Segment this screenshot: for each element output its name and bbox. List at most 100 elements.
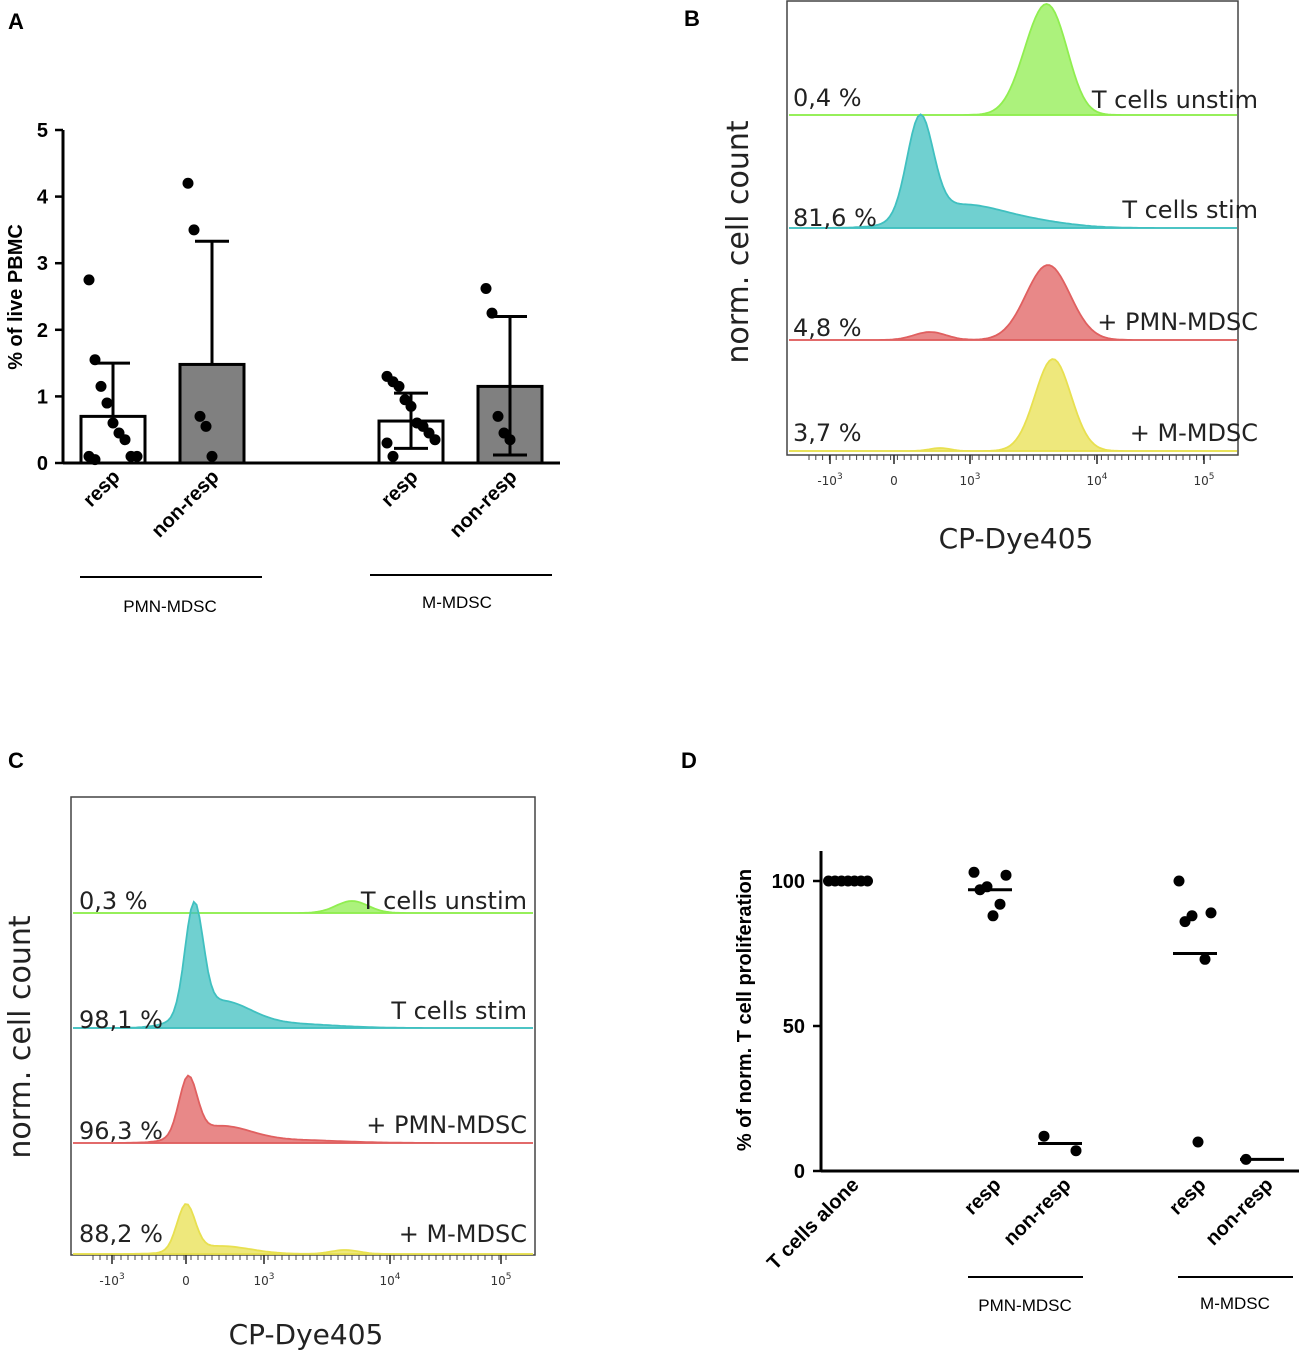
panel-c-tick-exponent: 4 (395, 1272, 401, 1282)
panel-a-point (200, 420, 212, 432)
panel-label-d: D (681, 748, 697, 773)
panel-b-tick-label: 103 (959, 472, 980, 488)
panel-d-ytick-label: 0 (794, 1161, 805, 1183)
panel-d-ytick-label: 100 (772, 871, 805, 893)
panel-b-percent: 81,6 % (793, 204, 877, 232)
panel-d-category-label: resp (960, 1174, 1005, 1219)
panel-d-point (1038, 1130, 1050, 1142)
panel-d-points (823, 866, 1284, 1165)
panel-label-a: A (8, 9, 24, 34)
panel-d-point (1070, 1145, 1082, 1157)
panel-a-point (486, 307, 498, 319)
panel-c-track-name: T cells unstim (360, 887, 527, 915)
panel-a-point (188, 224, 200, 236)
panel-a-point (95, 380, 107, 392)
panel-b-track-name: T cells stim (1121, 196, 1258, 224)
panel-d-point (1199, 953, 1211, 965)
panel-d-point (968, 866, 980, 878)
panel-b-tick-exponent: 4 (1102, 472, 1108, 482)
panel-d-point (1205, 907, 1217, 919)
panel-a-category-label: non-resp (147, 466, 223, 542)
panel-d-category-label: non-resp (999, 1174, 1075, 1250)
panel-c-tick-label: 103 (253, 1272, 274, 1288)
panel-d-group-label-m: M-MDSC (1200, 1294, 1270, 1313)
panel-c-xlabel: CP-Dye405 (229, 1318, 384, 1351)
panel-a-category-label: resp (377, 466, 422, 511)
panel-a-point (405, 400, 417, 412)
panel-a-ytick-label: 4 (37, 187, 49, 209)
panel-a-point (119, 434, 131, 446)
panel-d-point (1179, 916, 1191, 928)
panel-a-point (393, 380, 405, 392)
panel-b-track-name: + M-MDSC (1130, 419, 1258, 447)
panel-b-percent: 0,4 % (793, 84, 862, 112)
panel-b-flow-histograms: norm. cell count 0,4 % T cells unstim 81,6… (721, 0, 1258, 555)
panel-c-tracks: 0,3 % T cells unstim 98,1 % T cells stim 96,… (73, 887, 533, 1255)
panel-b-track-name: + PMN-MDSC (1097, 308, 1258, 336)
panel-b-tick-exponent: 5 (1209, 472, 1215, 482)
panel-a-point (89, 454, 101, 466)
panel-c-tick-label: -103 (99, 1272, 124, 1288)
panel-b-tick-exponent: 3 (837, 472, 843, 482)
panel-b-percent: 4,8 % (793, 314, 862, 342)
panel-a-y-ticks: 0 1 2 3 4 5 (37, 120, 63, 475)
panel-c-x-ticks: -103 0 103 104 105 (92, 1255, 512, 1288)
panel-a-bar (178, 362, 246, 465)
panel-b-percent: 3,7 % (793, 419, 862, 447)
panel-a-ytick-label: 1 (37, 386, 48, 408)
panel-c-flow-histograms: norm. cell count 0,3 % T cells unstim 98,1… (3, 796, 536, 1351)
panel-c-percent: 0,3 % (79, 887, 148, 915)
panel-a-point (194, 410, 206, 422)
panel-c-track-name: + PMN-MDSC (366, 1111, 527, 1139)
panel-b-tick-label: 0 (890, 474, 898, 488)
panel-a-point (89, 354, 101, 366)
panel-c-tick-exponent: 3 (269, 1272, 275, 1282)
panel-a-ytick-label: 5 (37, 120, 48, 142)
panel-a-point (381, 437, 393, 449)
panel-a-point (429, 434, 441, 446)
panel-b-track-name: T cells unstim (1091, 86, 1258, 114)
panel-b-tick-label: 105 (1193, 472, 1214, 488)
panel-b-tick-label: -103 (817, 472, 842, 488)
panel-a-point (107, 417, 119, 429)
panel-d-y-ticks: 0 50 100 (772, 871, 821, 1183)
panel-b-ylabel: norm. cell count (721, 120, 756, 364)
panel-c-tick-label: 0 (182, 1274, 190, 1288)
panel-c-tick-label: 104 (379, 1272, 400, 1288)
panel-d-point (987, 910, 999, 922)
panel-b-xlabel: CP-Dye405 (939, 522, 1094, 555)
panel-d-point (994, 898, 1006, 910)
panel-a-point (83, 274, 95, 286)
panel-a-bars (79, 177, 544, 466)
panel-c-percent: 96,3 % (79, 1117, 163, 1145)
panel-d-category-label: non-resp (1201, 1174, 1277, 1250)
panel-a-category-label: resp (79, 466, 124, 511)
panel-a-category-labels: resp non-resp resp non-resp (79, 466, 521, 542)
panel-a-group-label-pmn: PMN-MDSC (123, 597, 217, 616)
panel-d-category-label: T cells alone (763, 1174, 863, 1274)
panel-label-b: B (684, 6, 700, 31)
panel-label-c: C (8, 748, 24, 773)
panel-d-point (1000, 869, 1012, 881)
panel-a-point (480, 283, 492, 295)
panel-b-tick-exponent: 3 (975, 472, 981, 482)
panel-a-point (206, 450, 218, 462)
panel-c-tick-exponent: 3 (119, 1272, 125, 1282)
panel-a-point (182, 177, 194, 189)
panel-d-point (1192, 1136, 1204, 1148)
panel-c-tick-exponent: 5 (506, 1272, 512, 1282)
panel-a-ylabel: % of live PBMC (5, 224, 27, 370)
panel-c-track-name: T cells stim (390, 997, 527, 1025)
panel-c-percent: 88,2 % (79, 1220, 163, 1248)
panel-d-ytick-label: 50 (783, 1016, 805, 1038)
panel-b-x-ticks: -103 0 103 104 105 (808, 455, 1215, 488)
panel-b-tracks: 0,4 % T cells unstim 81,6 % T cells stim 4,8… (789, 3, 1258, 452)
panel-a-ytick-label: 3 (37, 253, 48, 275)
panel-a-ytick-label: 2 (37, 320, 48, 342)
panel-a-point (492, 410, 504, 422)
panel-a-ytick-label: 0 (37, 453, 48, 475)
panel-c-ylabel: norm. cell count (3, 915, 38, 1159)
panel-a-point (101, 397, 113, 409)
